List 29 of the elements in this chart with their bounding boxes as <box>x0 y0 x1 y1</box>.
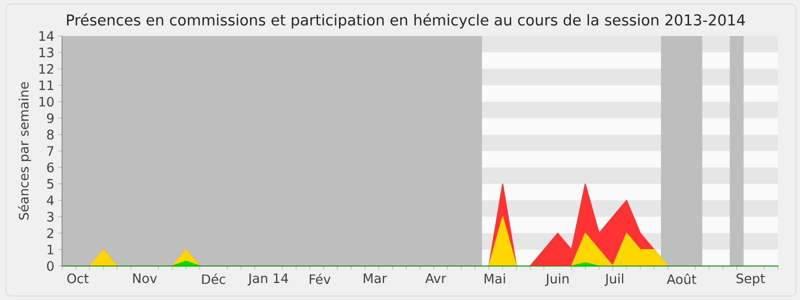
x-tick-label: Sept <box>736 274 765 286</box>
y-tick-label: 3 <box>47 212 54 222</box>
y-tick-label: 1 <box>48 244 54 254</box>
x-tick-label: Mai <box>484 274 505 284</box>
y-tick-label: 8 <box>47 130 54 140</box>
x-tick-label: Avr <box>425 274 446 283</box>
x-tick-label: Juin <box>545 274 569 286</box>
y-tick-label: 9 <box>47 113 54 124</box>
y-tick-label: 11 <box>39 80 54 90</box>
y-tick-label: 7 <box>47 146 54 156</box>
x-tick-label: Fév <box>310 274 330 284</box>
x-tick-label: Jan 14 <box>248 274 288 286</box>
y-tick-label: 2 <box>47 228 54 238</box>
y-tick-label: 14 <box>39 31 54 41</box>
x-tick-label: Nov <box>133 274 157 284</box>
y-tick-label: 5 <box>47 179 54 189</box>
x-tick-label: Juil <box>604 274 624 286</box>
y-tick-label: 4 <box>46 196 54 206</box>
y-tick-label: 12 <box>39 64 54 74</box>
x-tick-label: Mar <box>364 274 387 284</box>
y-axis-title: Séances par semaine <box>18 82 32 220</box>
y-tick-label: 10 <box>39 96 54 107</box>
y-tick-label: 0 <box>47 261 54 271</box>
x-tick-label: Août <box>666 274 696 284</box>
x-tick-label: Oct <box>67 274 89 284</box>
y-tick-label: 13 <box>39 48 54 58</box>
chart-title: Présences en commissions et participation en hémicycle au cours de la session 2013-2014 <box>67 13 745 28</box>
x-tick-label: Déc <box>202 274 226 284</box>
y-tick-label: 6 <box>47 162 54 172</box>
